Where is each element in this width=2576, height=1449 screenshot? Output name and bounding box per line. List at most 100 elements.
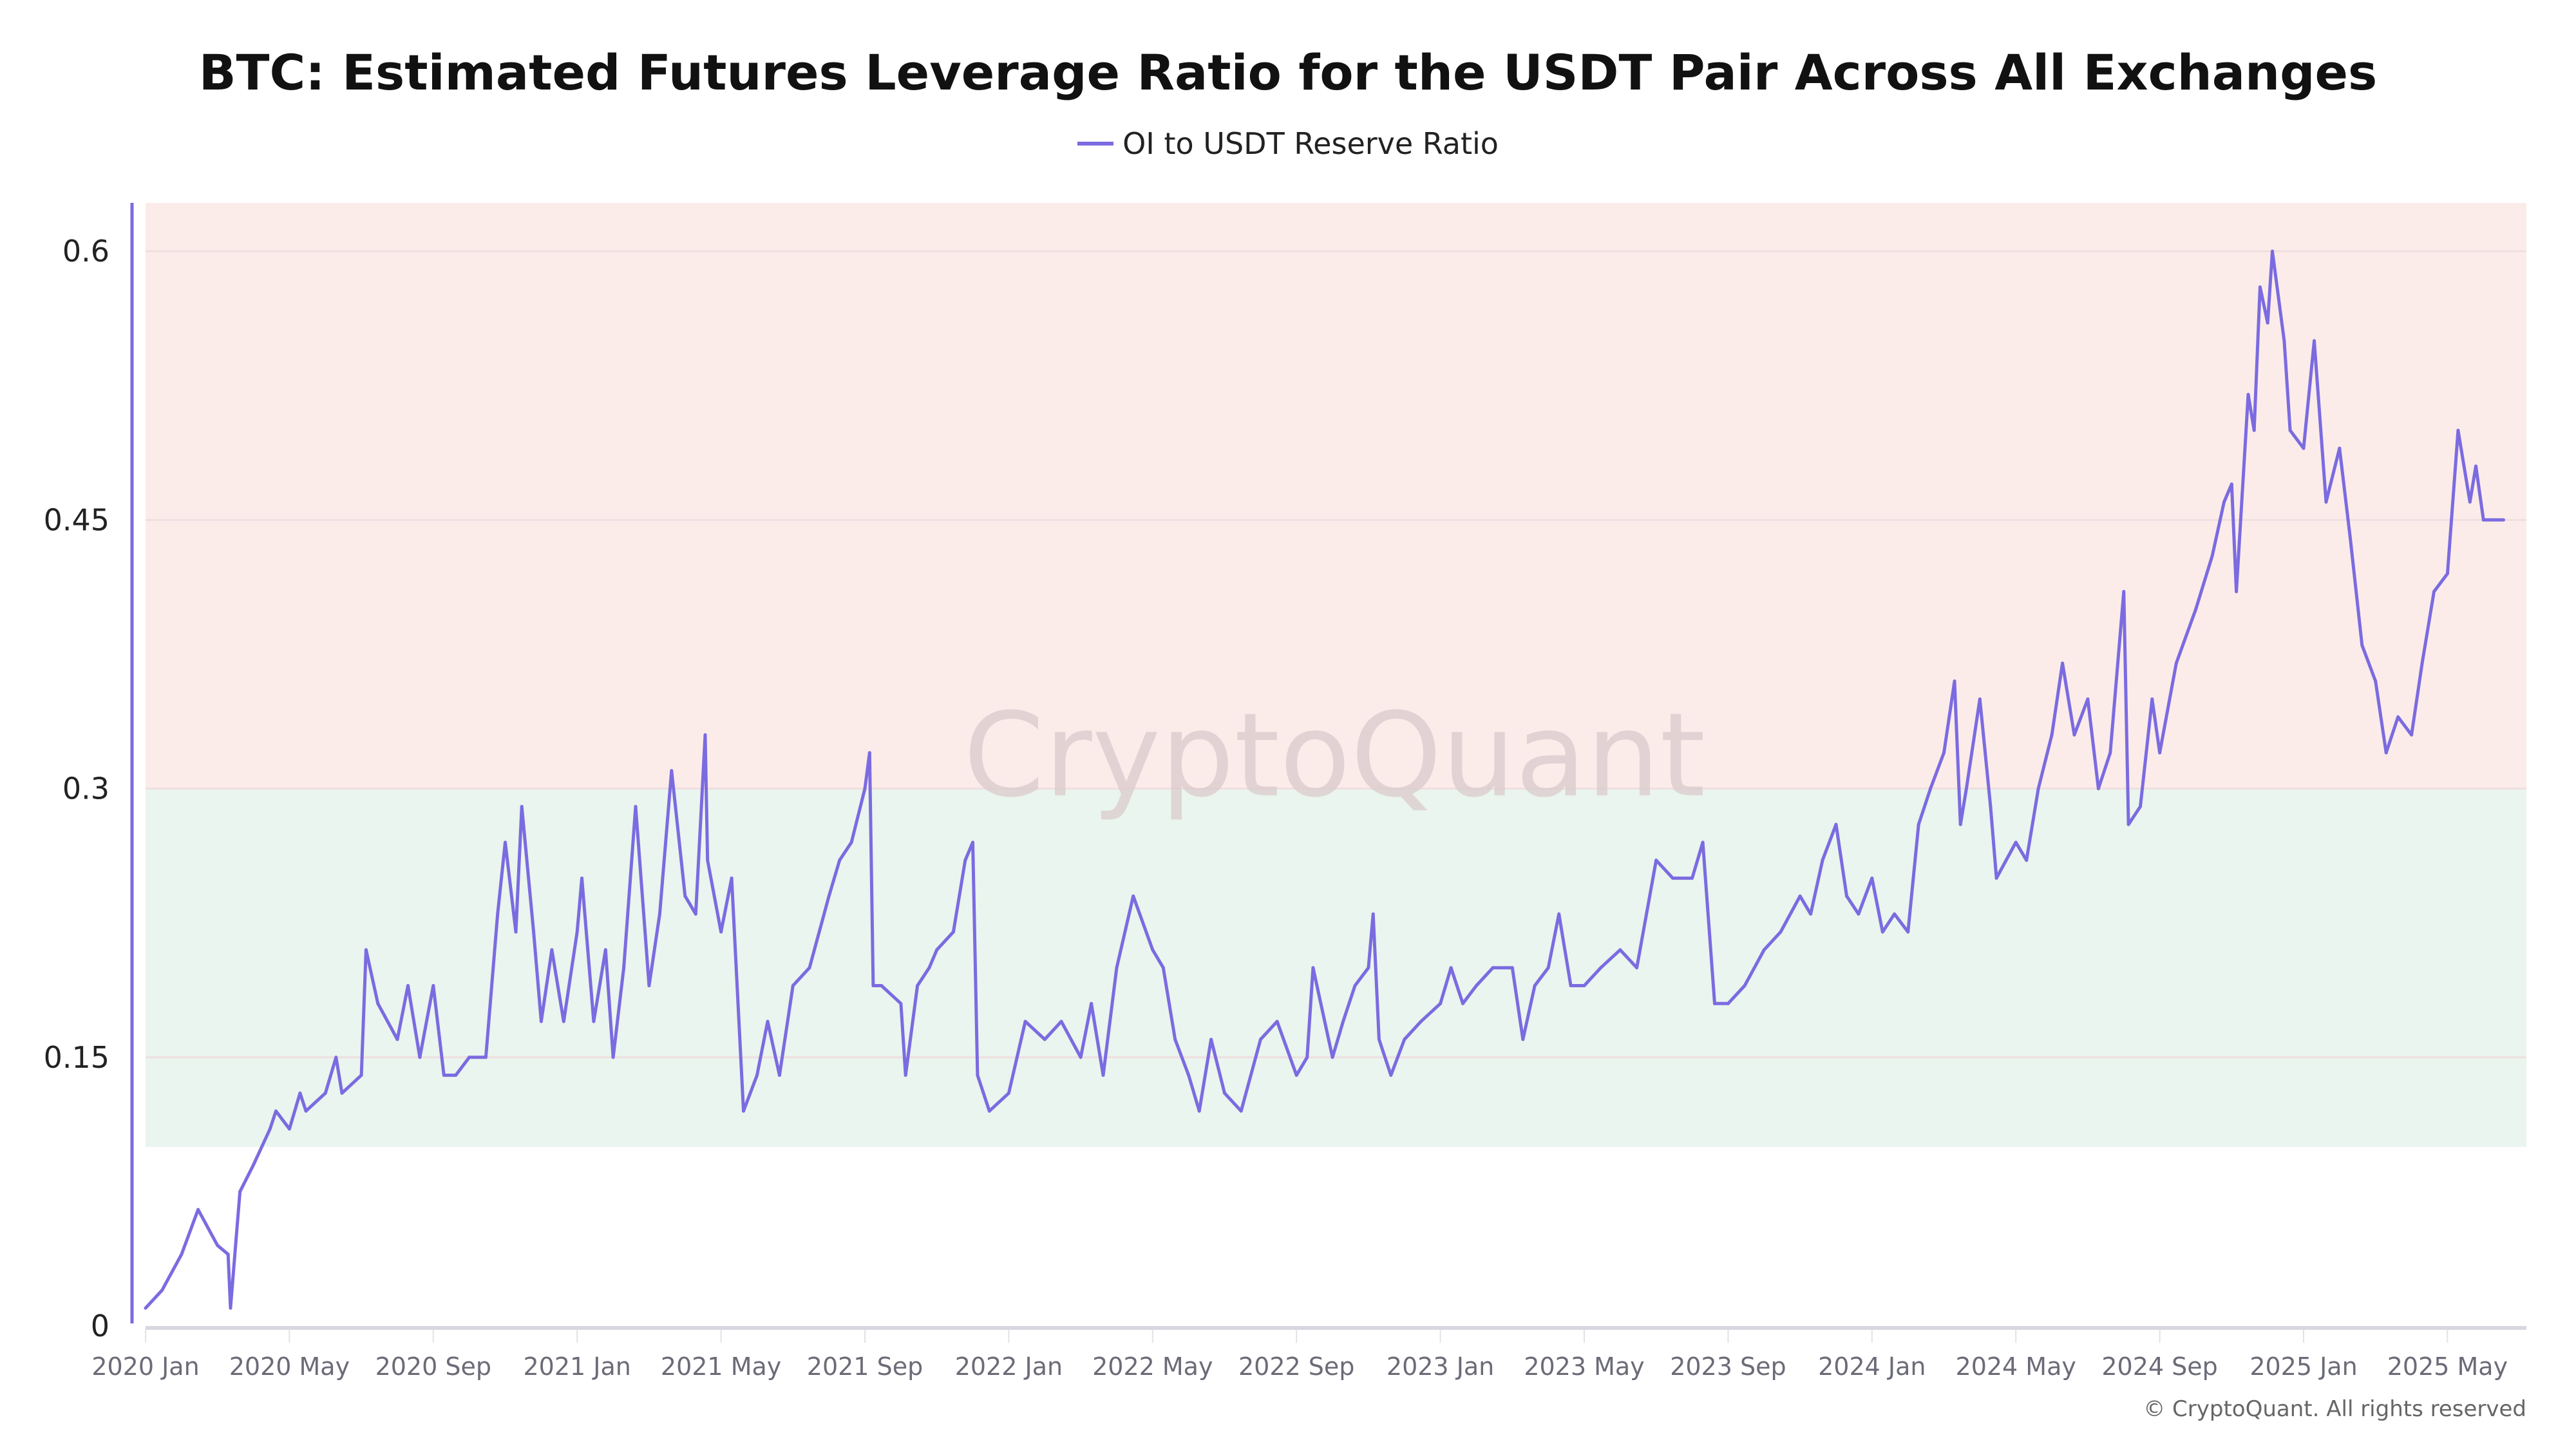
data-point[interactable] bbox=[1798, 894, 1802, 898]
data-point[interactable] bbox=[2086, 697, 2090, 701]
data-point[interactable] bbox=[1870, 876, 1874, 880]
data-point[interactable] bbox=[252, 1163, 256, 1167]
data-point[interactable] bbox=[2138, 804, 2142, 808]
data-point[interactable] bbox=[2282, 339, 2286, 343]
data-point[interactable] bbox=[2396, 715, 2400, 719]
data-point[interactable] bbox=[1557, 912, 1561, 916]
data-point[interactable] bbox=[880, 984, 884, 988]
data-point[interactable] bbox=[1726, 1001, 1730, 1005]
data-point[interactable] bbox=[2230, 482, 2233, 486]
data-point[interactable] bbox=[916, 984, 920, 988]
data-point[interactable] bbox=[216, 1244, 220, 1247]
data-point[interactable] bbox=[1007, 1091, 1010, 1095]
legend[interactable]: OI to USDT Reserve Ratio bbox=[0, 126, 2576, 161]
data-point[interactable] bbox=[2348, 536, 2352, 540]
data-point[interactable] bbox=[2313, 339, 2316, 343]
data-point[interactable] bbox=[268, 1127, 272, 1131]
data-point[interactable] bbox=[2288, 428, 2292, 432]
data-point[interactable] bbox=[2302, 446, 2306, 450]
data-point[interactable] bbox=[683, 894, 687, 898]
data-point[interactable] bbox=[532, 930, 536, 934]
data-point[interactable] bbox=[406, 984, 410, 988]
data-point[interactable] bbox=[1942, 751, 1946, 755]
data-point[interactable] bbox=[1953, 679, 1956, 683]
data-point[interactable] bbox=[562, 1019, 565, 1023]
data-point[interactable] bbox=[976, 1074, 980, 1077]
data-point[interactable] bbox=[1331, 1056, 1334, 1059]
data-point[interactable] bbox=[2445, 572, 2449, 576]
data-point[interactable] bbox=[647, 984, 651, 988]
data-point[interactable] bbox=[2036, 787, 2040, 791]
data-point[interactable] bbox=[1403, 1037, 1406, 1041]
data-point[interactable] bbox=[1844, 894, 1848, 898]
data-point[interactable] bbox=[1275, 1019, 1279, 1023]
data-point[interactable] bbox=[2410, 733, 2414, 737]
data-point[interactable] bbox=[304, 1109, 308, 1113]
data-point[interactable] bbox=[580, 876, 584, 880]
data-point[interactable] bbox=[2174, 661, 2178, 665]
data-point[interactable] bbox=[1654, 858, 1658, 862]
data-point[interactable] bbox=[2324, 500, 2328, 504]
data-point[interactable] bbox=[2096, 787, 2100, 791]
data-point[interactable] bbox=[1209, 1037, 1213, 1041]
data-point[interactable] bbox=[1834, 822, 1838, 826]
data-point[interactable] bbox=[1090, 1001, 1094, 1005]
data-point[interactable] bbox=[2050, 733, 2054, 737]
data-point[interactable] bbox=[2252, 428, 2256, 432]
data-point[interactable] bbox=[1115, 966, 1119, 970]
data-point[interactable] bbox=[2456, 428, 2460, 432]
data-point[interactable] bbox=[742, 1109, 746, 1113]
data-point[interactable] bbox=[1474, 984, 1478, 988]
data-point[interactable] bbox=[1461, 1001, 1465, 1005]
data-point[interactable] bbox=[808, 966, 811, 970]
data-point[interactable] bbox=[2266, 321, 2269, 325]
data-point[interactable] bbox=[287, 1127, 291, 1131]
data-point[interactable] bbox=[484, 1056, 488, 1059]
data-point[interactable] bbox=[2270, 249, 2274, 253]
data-point[interactable] bbox=[1377, 1037, 1381, 1041]
data-point[interactable] bbox=[418, 1056, 422, 1059]
data-point[interactable] bbox=[2432, 590, 2436, 594]
data-point[interactable] bbox=[863, 787, 867, 791]
data-point[interactable] bbox=[1305, 1056, 1309, 1059]
data-point[interactable] bbox=[2338, 446, 2342, 450]
data-point[interactable] bbox=[1917, 822, 1920, 826]
data-point[interactable] bbox=[592, 1019, 596, 1023]
data-point[interactable] bbox=[442, 1074, 446, 1077]
data-point[interactable] bbox=[359, 1074, 363, 1077]
data-point[interactable] bbox=[827, 894, 831, 898]
data-point[interactable] bbox=[2360, 643, 2364, 647]
data-point[interactable] bbox=[871, 984, 875, 988]
data-point[interactable] bbox=[1389, 1074, 1393, 1077]
data-point[interactable] bbox=[298, 1091, 302, 1095]
data-point[interactable] bbox=[1439, 1001, 1443, 1005]
data-point[interactable] bbox=[2193, 607, 2197, 611]
data-point[interactable] bbox=[2420, 661, 2424, 665]
data-point[interactable] bbox=[730, 876, 734, 880]
data-point[interactable] bbox=[496, 912, 500, 916]
data-point[interactable] bbox=[2501, 518, 2505, 522]
data-point[interactable] bbox=[603, 948, 607, 952]
data-point[interactable] bbox=[1893, 912, 1897, 916]
data-point[interactable] bbox=[1023, 1019, 1027, 1023]
data-point[interactable] bbox=[160, 1288, 164, 1292]
data-point[interactable] bbox=[1079, 1056, 1083, 1059]
data-point[interactable] bbox=[622, 966, 626, 970]
data-point[interactable] bbox=[1857, 912, 1861, 916]
data-point[interactable] bbox=[987, 1109, 991, 1113]
data-point[interactable] bbox=[755, 1074, 759, 1077]
data-point[interactable] bbox=[1197, 1109, 1201, 1113]
data-point[interactable] bbox=[1690, 876, 1694, 880]
data-point[interactable] bbox=[238, 1189, 242, 1193]
data-point[interactable] bbox=[1223, 1091, 1226, 1095]
data-point[interactable] bbox=[1132, 894, 1135, 898]
data-point[interactable] bbox=[1510, 966, 1514, 970]
data-point[interactable] bbox=[838, 858, 842, 862]
data-point[interactable] bbox=[2158, 751, 2162, 755]
data-point[interactable] bbox=[364, 948, 368, 952]
data-point[interactable] bbox=[2122, 590, 2126, 594]
data-point[interactable] bbox=[1989, 804, 1993, 808]
data-point[interactable] bbox=[1599, 966, 1603, 970]
data-point[interactable] bbox=[1353, 984, 1357, 988]
data-point[interactable] bbox=[1258, 1037, 1262, 1041]
